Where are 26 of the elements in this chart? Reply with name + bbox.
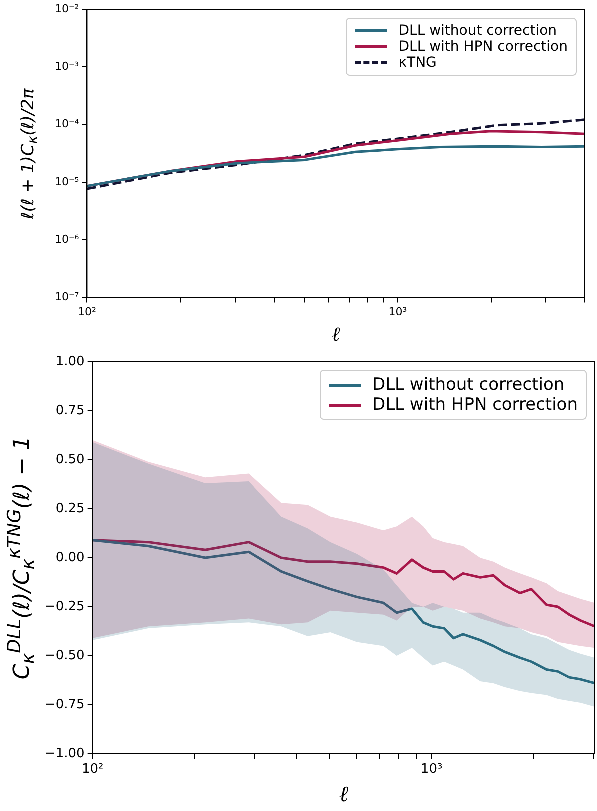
legend-label: DLL without correction: [398, 22, 558, 39]
y-tick-label: 10⁻⁴: [54, 118, 80, 131]
legend-label: DLL without correction: [372, 375, 565, 395]
y-tick-label: −0.25: [44, 599, 85, 614]
y-tick-label: −0.75: [44, 697, 85, 712]
legend-label: DLL with HPN correction: [372, 395, 578, 415]
y-tick-label: 0.50: [56, 452, 85, 468]
y-tick-label: −0.50: [44, 648, 85, 664]
y-tick-label: 0.75: [56, 403, 85, 418]
legend-label: κTNG: [398, 54, 437, 71]
y-tick-label: 10⁻²: [54, 2, 80, 16]
x-tick-label: 10²: [82, 762, 104, 778]
y-tick-label: 10⁻⁶: [54, 233, 80, 246]
y-tick-label: 0.25: [56, 501, 85, 516]
y-tick-label: 10⁻⁷: [54, 290, 80, 304]
x-tick-label: 10³: [420, 762, 443, 778]
y-tick-label: 0.00: [56, 550, 85, 566]
y-tick-label: 10⁻³: [54, 60, 80, 74]
legend-label: DLL with HPN correction: [398, 38, 568, 55]
y-tick-label: −1.00: [44, 746, 85, 762]
x-axis-title: ℓ: [339, 782, 350, 808]
x-tick-label: 10²: [78, 305, 96, 318]
x-tick-label: 10³: [388, 305, 408, 318]
y-tick-label: 10⁻⁵: [54, 175, 80, 188]
x-axis-title: ℓ: [332, 322, 341, 346]
y-tick-label: 1.00: [56, 354, 85, 370]
